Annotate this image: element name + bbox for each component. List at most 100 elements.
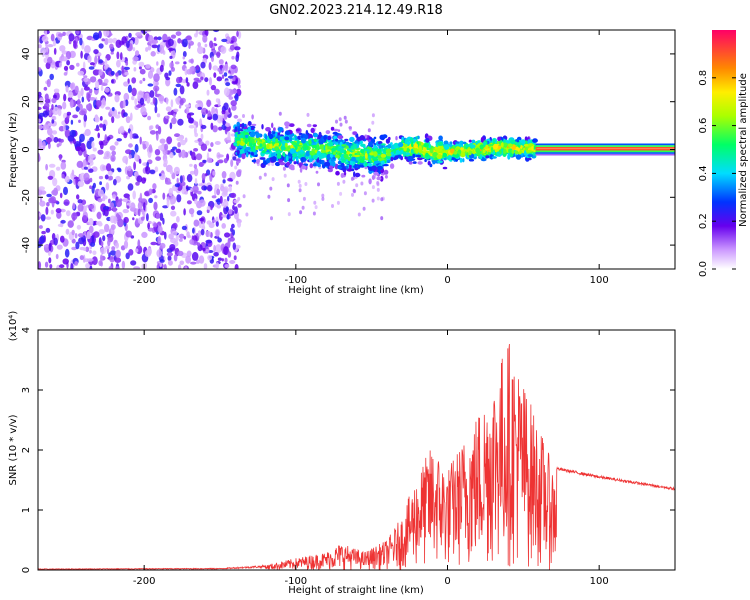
spectrogram-noise-blob xyxy=(158,95,165,102)
spectrogram-noise-blob xyxy=(56,244,63,250)
spectrogram-signal-blob xyxy=(329,165,333,169)
spectrogram-signal-blob xyxy=(244,134,249,138)
x-tick-label: 0 xyxy=(444,576,450,587)
spectrogram-noise-blob xyxy=(123,208,128,213)
spectrogram-noise-blob xyxy=(143,202,146,211)
spectrogram-signal-blob xyxy=(284,142,288,148)
spectrogram-signal-blob xyxy=(319,143,325,150)
spectrogram-signal-blob xyxy=(415,148,419,154)
spectrogram-noise-blob xyxy=(48,257,52,264)
spectrogram-signal-blob xyxy=(485,155,490,159)
spectrogram-noise-blob xyxy=(170,99,174,108)
spectrogram-noise-blob xyxy=(190,261,197,265)
spectrogram-noise-blob xyxy=(224,257,228,263)
spectrogram-noise-blob xyxy=(170,210,177,217)
spectrogram-noise-blob xyxy=(198,183,203,187)
spectrogram-noise-blob xyxy=(165,97,169,105)
spectrogram-signal-blob xyxy=(269,143,273,150)
spectrogram-signal-blob xyxy=(250,127,255,131)
spectrogram-signal-blob xyxy=(532,152,537,157)
spectrogram-signal-blob xyxy=(460,147,464,151)
spectrogram-noise-blob xyxy=(218,59,224,65)
spectrogram-noise-blob xyxy=(111,246,116,251)
spectrogram-signal-blob xyxy=(508,143,514,147)
spectrogram-noise-blob xyxy=(206,184,213,192)
spectrogram-signal-blob xyxy=(248,126,252,132)
spectrogram-noise-blob xyxy=(110,51,114,55)
spectrogram-noise-blob xyxy=(344,119,348,124)
spectrogram-signal-blob xyxy=(387,144,392,149)
spectrogram-noise-blob xyxy=(202,159,207,163)
spectrogram-noise-blob xyxy=(75,176,78,186)
spectrogram-noise-blob xyxy=(164,72,169,79)
spectrogram-noise-blob xyxy=(200,76,204,81)
spectrogram-signal-blob xyxy=(327,168,333,173)
spectrogram-noise-blob xyxy=(47,175,54,180)
spectrogram-noise-blob xyxy=(188,43,191,49)
spectrogram-signal-blob xyxy=(364,134,368,139)
spectrogram-noise-blob xyxy=(371,185,375,190)
spectrogram-xlabel: Height of straight line (km) xyxy=(288,285,424,296)
spectrogram-noise-blob xyxy=(219,195,223,204)
spectrogram-signal-blob xyxy=(347,148,352,151)
spectrogram-noise-blob xyxy=(108,198,111,204)
spectrogram-signal-blob xyxy=(285,148,289,152)
spectrogram-noise-blob xyxy=(113,216,118,224)
spectrogram-signal-blob xyxy=(373,171,379,176)
spectrogram-noise-blob xyxy=(60,161,67,170)
spectrogram-noise-blob xyxy=(76,160,84,168)
spectrogram-noise-blob xyxy=(88,204,95,210)
spectrogram-signal-blob xyxy=(310,127,315,134)
spectrogram-signal-blob xyxy=(377,148,382,155)
spectrogram-noise-blob xyxy=(76,194,80,200)
spectrogram-signal-blob xyxy=(277,127,284,132)
spectrogram-noise-blob xyxy=(371,198,375,203)
spectrogram-noise-blob xyxy=(197,190,202,195)
spectrogram-signal-blob xyxy=(516,139,520,143)
spectrogram-noise-blob xyxy=(149,125,154,130)
spectrogram-noise-blob xyxy=(63,199,70,207)
spectrogram-signal-blob xyxy=(261,124,264,130)
spectrogram-noise-blob xyxy=(74,261,79,266)
spectrogram-noise-blob xyxy=(69,99,74,109)
spectrogram-noise-blob xyxy=(182,51,187,58)
spectrogram-signal-blob xyxy=(234,126,238,131)
spectrogram-noise-blob xyxy=(135,181,140,186)
spectrogram-signal-blob xyxy=(303,146,308,151)
spectrogram-signal-blob xyxy=(259,143,263,147)
spectrogram-signal-blob xyxy=(385,148,392,154)
spectrogram-noise-blob xyxy=(154,166,159,173)
spectrogram-noise-blob xyxy=(127,165,132,172)
spectrogram-noise-blob xyxy=(206,157,213,163)
spectrogram-noise-blob xyxy=(178,233,185,239)
spectrogram-noise-blob xyxy=(77,180,85,188)
spectrogram-noise-blob xyxy=(271,162,275,167)
spectrogram-noise-blob xyxy=(175,233,179,242)
spectrogram-signal-blob xyxy=(244,138,248,144)
spectrogram-noise-blob xyxy=(189,66,192,75)
spectrogram-noise-blob xyxy=(60,219,66,224)
spectrogram-signal-blob xyxy=(343,153,349,159)
spectrogram-noise-blob xyxy=(38,186,45,191)
spectrogram-noise-blob xyxy=(60,235,65,243)
spectrogram-noise-blob xyxy=(184,191,188,195)
spectrogram-noise-blob xyxy=(100,85,104,91)
spectrogram-noise-blob xyxy=(208,62,212,71)
spectrogram-signal-blob xyxy=(425,152,429,157)
spectrogram-noise-blob xyxy=(131,96,135,101)
spectrogram-signal-blob xyxy=(293,161,297,165)
spectrogram-noise-blob xyxy=(89,249,92,254)
spectrogram-noise-blob xyxy=(155,213,161,219)
spectrogram-noise-blob xyxy=(190,187,193,192)
spectrogram-noise-blob xyxy=(124,71,129,76)
spectrogram-signal-blob xyxy=(498,140,502,144)
spectrogram-signal-blob xyxy=(511,150,515,154)
spectrogram-noise-blob xyxy=(107,170,113,176)
spectrogram-noise-blob xyxy=(200,124,207,130)
spectrogram-signal-blob xyxy=(330,126,335,131)
spectrogram-noise-blob xyxy=(109,43,114,50)
spectrogram-noise-blob xyxy=(123,66,130,70)
spectrogram-signal-blob xyxy=(484,148,490,151)
spectrogram-noise-blob xyxy=(49,264,53,269)
spectrogram-noise-blob xyxy=(173,108,179,113)
